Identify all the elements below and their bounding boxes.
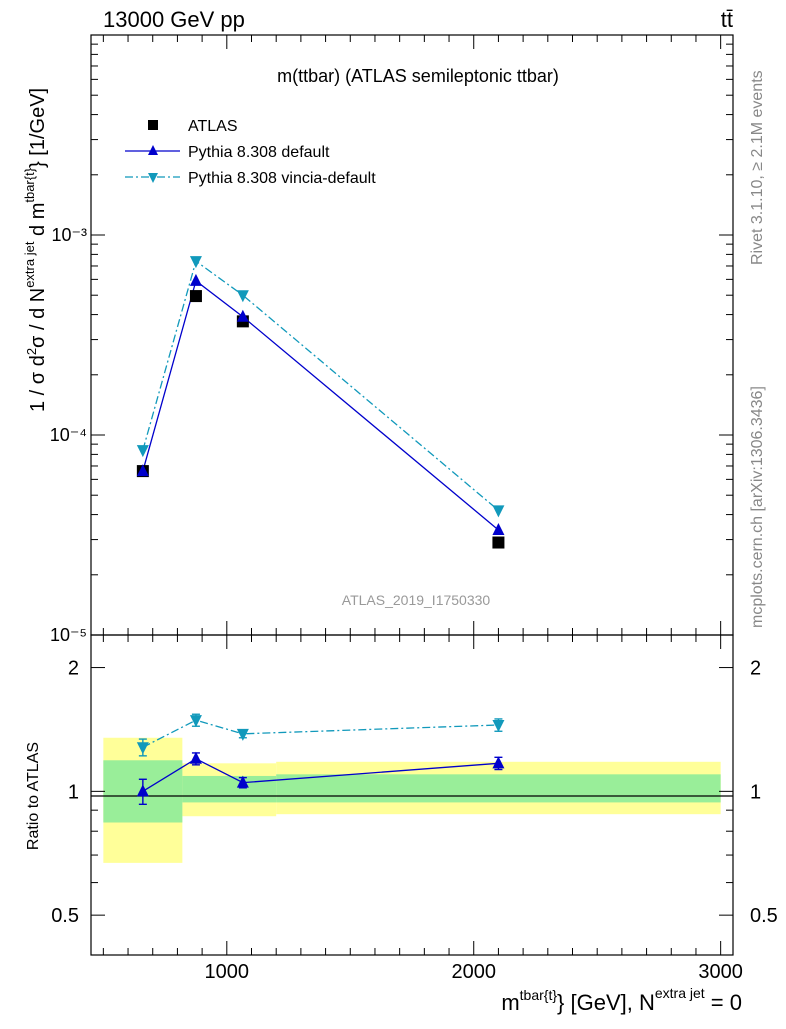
- legend: ATLAS Pythia 8.308 default Pythia 8.308 vi…: [125, 118, 376, 187]
- main-y-tick-label: 10⁻³: [51, 225, 87, 245]
- ratio-plot-content: [136, 713, 505, 806]
- ratio-frame: [90, 634, 734, 956]
- legend-marker-2: [148, 173, 158, 183]
- x-tick-label: 3000: [698, 961, 743, 983]
- main-series-line-1: [142, 279, 499, 531]
- x-axis-label: mtbar{t}} [GeV], Nextra jet = 0: [501, 985, 742, 1015]
- ratio-band-green-1: [182, 775, 277, 803]
- main-point-series0-1: [189, 290, 202, 303]
- main-point-series2-0: [136, 445, 149, 458]
- ratio-point-series0-3: [492, 756, 505, 769]
- header-left: 13000 GeV pp: [103, 7, 245, 32]
- legend-label-2: Pythia 8.308 vincia-default: [188, 170, 376, 187]
- main-series-line-2: [142, 260, 499, 511]
- ratio-point-series1-3: [492, 719, 505, 732]
- ratio-point-series1-1: [189, 715, 202, 728]
- main-plot-content: [136, 256, 505, 549]
- mcplots-label: mcplots.cern.ch [arXiv:1306.3436]: [749, 386, 766, 628]
- main-point-series1-0: [136, 464, 149, 477]
- ratio-y-tick-label-right: 2: [750, 658, 761, 680]
- ratio-series-line-1: [142, 719, 499, 748]
- header-right: tt̄: [721, 7, 733, 32]
- legend-marker-0: [148, 120, 158, 130]
- x-tick-label: 2000: [451, 961, 496, 983]
- ratio-series-line-0: [142, 758, 499, 792]
- main-y-axis-label: 1 / σ d2σ / d Nextra jet d mtbar{t}} [1/…: [22, 88, 49, 412]
- ratio-point-series1-0: [136, 742, 149, 755]
- ratio-point-series0-0: [136, 784, 149, 797]
- main-point-series1-2: [236, 309, 249, 322]
- main-y-tick-label: 10⁻⁴: [50, 425, 87, 445]
- ratio-y-axis-label: Ratio to ATLAS: [25, 742, 42, 850]
- ratio-y-tick-label-right: 1: [750, 781, 761, 803]
- legend-label-0: ATLAS: [188, 118, 238, 135]
- ratio-panel: 0.5 0.5 1 1 2 2 1000 2000 3000 Ratio to ATLAS mt…: [25, 634, 778, 1015]
- watermark: ATLAS_2019_I1750330: [342, 592, 491, 608]
- ratio-point-series0-1: [189, 751, 202, 764]
- main-point-series2-1: [189, 256, 202, 269]
- rivet-label: Rivet 3.1.10, ≥ 2.1M events: [749, 70, 766, 265]
- main-point-series1-1: [189, 273, 202, 286]
- ratio-point-series0-2: [236, 775, 249, 788]
- ratio-y-tick-label: 0.5: [51, 905, 79, 927]
- ratio-axes: 0.5 0.5 1 1 2 2 1000 2000 3000: [51, 635, 778, 983]
- main-title: m(ttbar) (ATLAS semileptonic ttbar): [277, 66, 559, 86]
- main-y-tick-label: 10⁻⁵: [50, 625, 87, 645]
- ratio-y-tick-label: 1: [68, 781, 79, 803]
- legend-marker-1: [148, 145, 158, 155]
- ratio-y-tick-label: 2: [68, 658, 79, 680]
- main-point-series2-2: [236, 290, 249, 303]
- main-panel: 10⁻⁵ 10⁻⁴ 10⁻³ m(ttbar) (ATLAS semileptoni…: [22, 34, 734, 645]
- main-point-series0-3: [492, 536, 505, 549]
- main-point-series2-3: [492, 505, 505, 518]
- main-axes: 10⁻⁵ 10⁻⁴ 10⁻³: [50, 35, 733, 645]
- x-tick-label: 1000: [205, 961, 250, 983]
- ratio-y-tick-label-right: 0.5: [750, 905, 778, 927]
- legend-label-1: Pythia 8.308 default: [188, 144, 330, 161]
- ratio-band-green-2: [276, 774, 721, 803]
- main-point-series1-3: [492, 522, 505, 535]
- ratio-point-series1-2: [236, 728, 249, 741]
